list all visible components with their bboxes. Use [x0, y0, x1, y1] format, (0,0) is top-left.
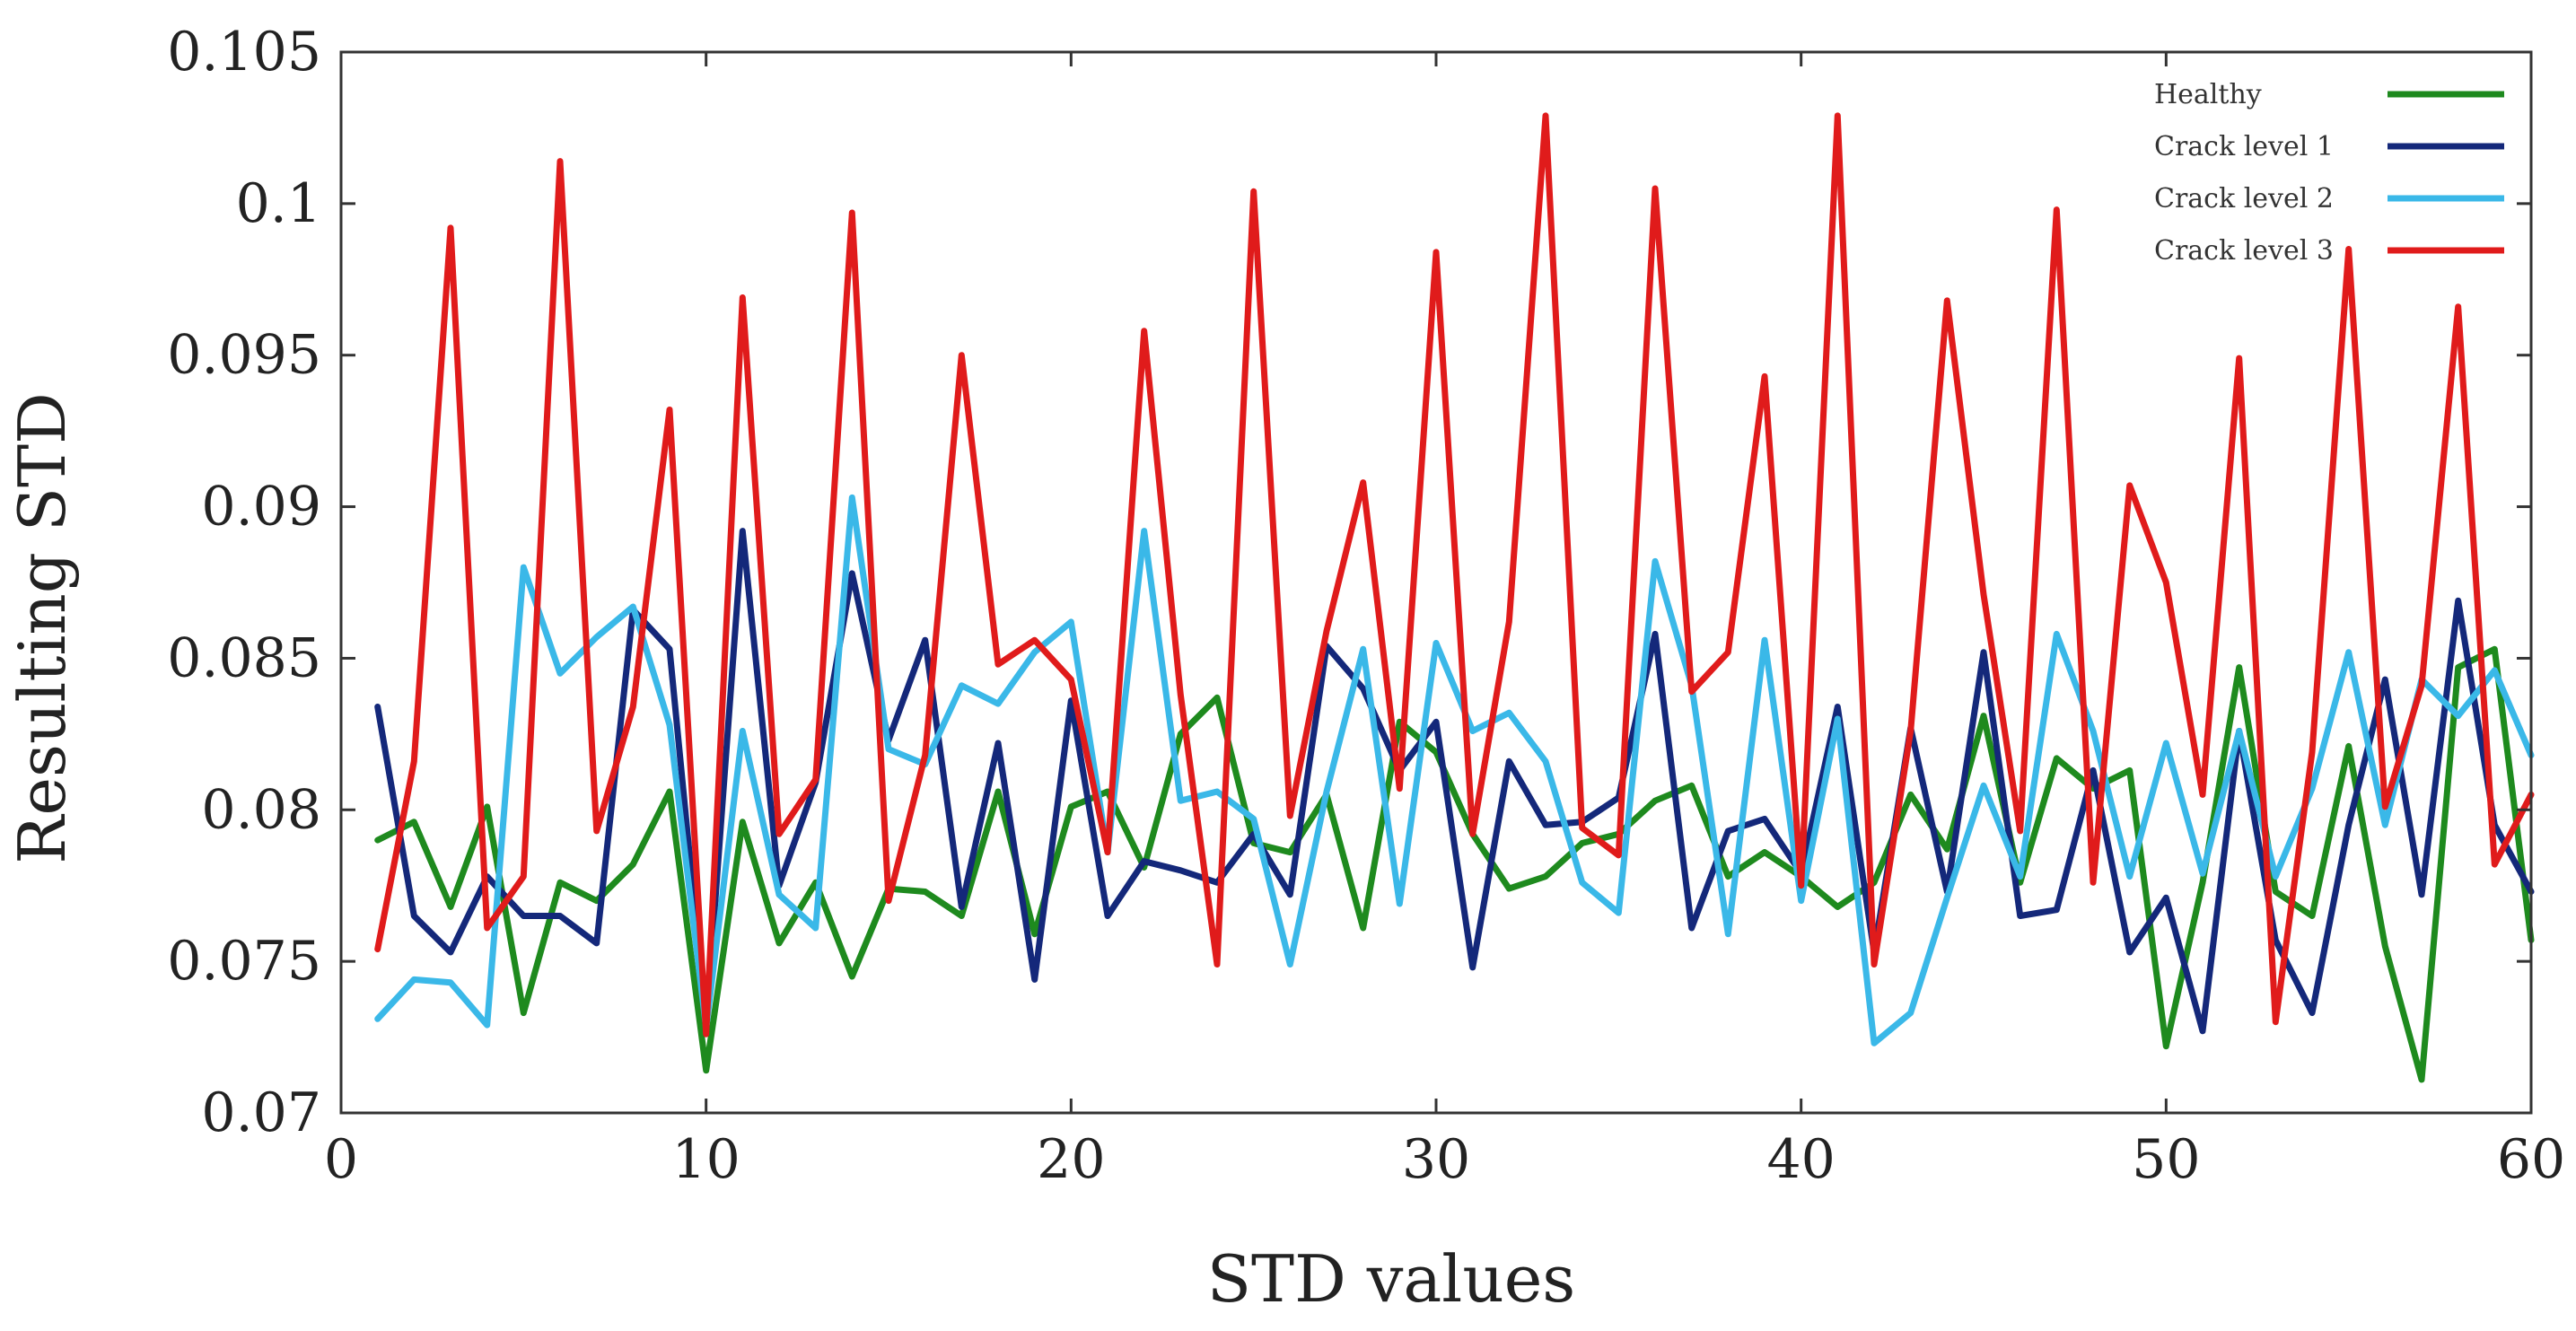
x-tick-label: 0 [324, 1128, 358, 1191]
x-tick-label: 60 [2497, 1128, 2565, 1191]
legend-label-2: Crack level 1 [2154, 131, 2334, 162]
y-tick-label: 0.08 [201, 778, 321, 841]
x-tick-label: 10 [671, 1128, 740, 1191]
series-line-4 [374, 112, 2535, 1038]
x-tick-label: 50 [2132, 1128, 2200, 1191]
series-line-2 [374, 528, 2535, 1035]
y-tick-label: 0.075 [167, 930, 321, 993]
y-tick-label: 0.09 [201, 476, 321, 539]
legend-label-3: Crack level 2 [2154, 183, 2334, 215]
x-tick-label: 40 [1766, 1128, 1835, 1191]
y-tick-label: 0.095 [167, 324, 321, 387]
series-line-1 [374, 645, 2535, 1083]
legend-label-1: Healthy [2154, 79, 2262, 110]
y-tick-label: 0.105 [167, 21, 321, 83]
y-axis-title: Resulting STD [4, 392, 80, 864]
y-tick-label: 0.07 [201, 1081, 321, 1144]
y-tick-label: 0.085 [167, 626, 321, 689]
series-layer [374, 112, 2535, 1083]
y-tick-label: 0.1 [236, 172, 321, 235]
series-line-3 [374, 494, 2535, 1046]
tick-layer: 0 10 20 30 40 50 60 0.07 0.075 0.08 0.085 0.09 0.095… [167, 21, 2565, 1191]
legend: Healthy Crack level 1 Crack level 2 Crack l… [2154, 79, 2504, 267]
x-axis-title: STD values [1207, 1241, 1576, 1317]
x-tick-label: 30 [1402, 1128, 1470, 1191]
legend-label-4: Crack level 3 [2154, 235, 2334, 267]
x-tick-label: 20 [1037, 1128, 1105, 1191]
